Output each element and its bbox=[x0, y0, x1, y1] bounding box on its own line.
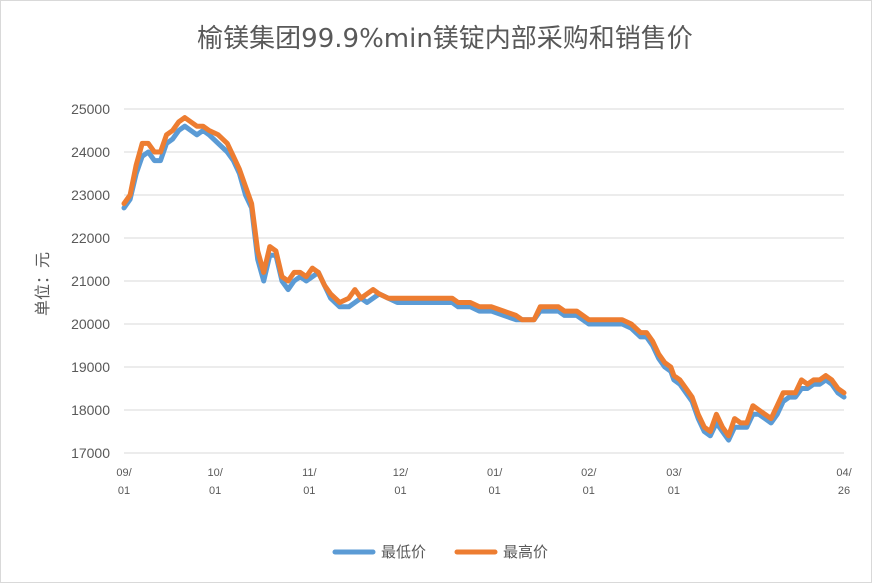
y-tick-label: 21000 bbox=[71, 273, 110, 289]
x-tick-label-day: 01 bbox=[209, 485, 221, 497]
x-tick-label-month: 04/ bbox=[836, 467, 852, 479]
y-tick-label: 23000 bbox=[71, 187, 110, 203]
x-tick-label-month: 10/ bbox=[207, 467, 223, 479]
x-tick-label-day: 01 bbox=[303, 485, 315, 497]
series-line-low bbox=[121, 123, 847, 443]
series-line-high bbox=[121, 115, 847, 439]
y-tick-label: 25000 bbox=[71, 101, 110, 117]
y-tick-label: 20000 bbox=[71, 316, 110, 332]
legend-label: 最高价 bbox=[503, 543, 548, 561]
x-tick-label-day: 01 bbox=[489, 485, 501, 497]
x-tick-label-month: 02/ bbox=[581, 467, 597, 479]
y-tick-label: 18000 bbox=[71, 402, 110, 418]
x-tick-label-month: 01/ bbox=[487, 467, 503, 479]
y-tick-label: 22000 bbox=[71, 230, 110, 246]
x-tick-label-month: 09/ bbox=[116, 467, 132, 479]
chart-title: 榆镁集团99.9%min镁锭内部采购和销售价 bbox=[197, 24, 693, 54]
legend-label: 最低价 bbox=[381, 543, 426, 561]
x-tick-label-month: 12/ bbox=[393, 467, 409, 479]
y-axis-ticks: 25000 24000 23000 22000 21000 20000 19000 18000… bbox=[71, 101, 110, 461]
y-axis-label: 单位：元 bbox=[33, 252, 52, 316]
y-tick-label: 19000 bbox=[71, 359, 110, 375]
x-tick-label-month: 03/ bbox=[666, 467, 682, 479]
x-tick-label-day: 01 bbox=[394, 485, 406, 497]
x-tick-label-day: 26 bbox=[838, 485, 850, 497]
x-tick-label-day: 01 bbox=[583, 485, 595, 497]
y-tick-label: 17000 bbox=[71, 445, 110, 461]
x-tick-label-day: 01 bbox=[118, 485, 130, 497]
x-axis-ticks: 09/01 10/01 11/01 12/01 01/01 02/01 03/01 04/26 bbox=[116, 467, 852, 497]
y-tick-label: 24000 bbox=[71, 144, 110, 160]
legend: 最低价 最高价 bbox=[332, 543, 548, 561]
x-tick-label-day: 01 bbox=[668, 485, 680, 497]
series-lines bbox=[121, 115, 847, 443]
x-tick-label-month: 11/ bbox=[302, 467, 317, 479]
